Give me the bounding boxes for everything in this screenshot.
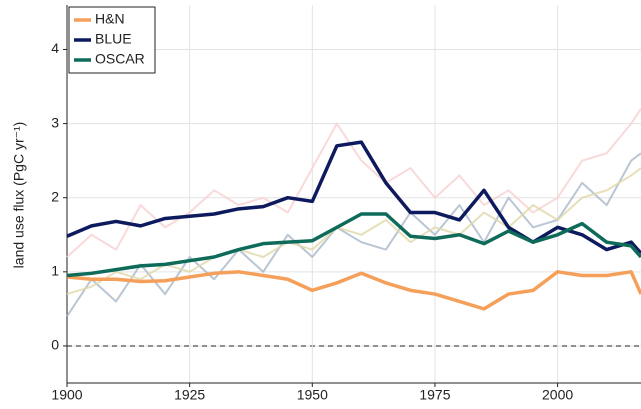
y-tick-label: 3: [51, 114, 59, 130]
legend-label: BLUE: [95, 31, 132, 47]
legend-box: [68, 6, 156, 74]
series-line: [66, 212, 641, 278]
legend-label: OSCAR: [95, 51, 145, 67]
legend-label: H&N: [95, 11, 125, 27]
x-tick-label: 1925: [174, 387, 205, 403]
x-tick-label: 1950: [297, 387, 328, 403]
y-axis-label: land use flux (PgC yr⁻¹): [11, 122, 27, 269]
series-line: [66, 270, 641, 311]
x-tick-label: 1900: [51, 387, 82, 403]
background-line: [66, 108, 641, 258]
y-tick-label: 4: [51, 40, 59, 56]
series-line: [66, 140, 641, 255]
y-tick-label: 2: [51, 188, 59, 204]
y-tick-label: 0: [51, 337, 59, 353]
x-tick-label: 1975: [419, 387, 450, 403]
x-tick-label: 2000: [542, 387, 573, 403]
y-tick-label: 1: [51, 263, 59, 279]
